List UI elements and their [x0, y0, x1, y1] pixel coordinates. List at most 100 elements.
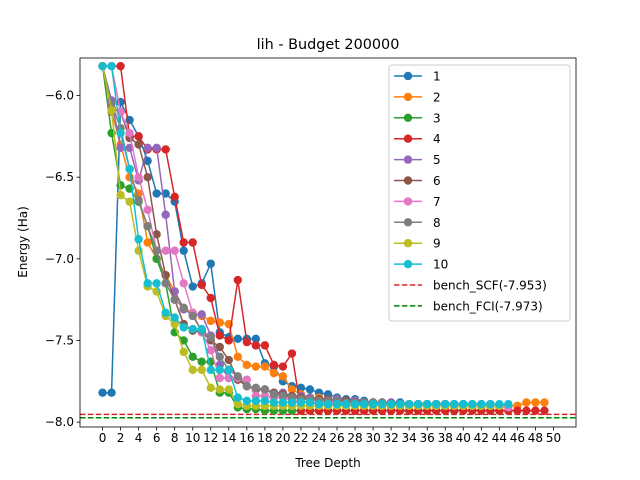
data-point — [170, 192, 179, 201]
legend-label: 10 — [433, 258, 448, 272]
x-tick-label: 16 — [239, 431, 254, 445]
data-point — [134, 235, 143, 244]
data-point — [278, 372, 288, 381]
x-tick-label: 8 — [171, 431, 179, 445]
data-point — [495, 399, 504, 409]
data-point — [188, 311, 197, 321]
x-tick-label: 2 — [117, 431, 125, 445]
data-point — [251, 383, 261, 393]
data-point — [540, 398, 549, 407]
data-point — [152, 246, 161, 255]
data-point — [161, 246, 170, 255]
data-point — [224, 365, 233, 375]
data-point — [233, 275, 243, 285]
legend-item: 3 — [394, 111, 441, 125]
data-point — [143, 238, 152, 247]
data-point — [188, 282, 197, 291]
data-point — [477, 399, 486, 409]
series-line — [102, 65, 509, 405]
data-point — [125, 164, 134, 174]
legend-item: 2 — [394, 90, 441, 104]
series-group — [98, 61, 549, 415]
data-point — [116, 61, 125, 71]
legend: 1 2 3 4 5 6 7 8 9 10 bench_SCF(-7.953) bench_FCI(-7… — [388, 64, 571, 322]
data-point — [143, 221, 152, 231]
data-point — [206, 293, 215, 303]
x-tick-label: 20 — [275, 431, 290, 445]
data-point — [305, 398, 315, 407]
data-point — [197, 280, 206, 290]
data-point — [522, 406, 531, 415]
data-point — [386, 399, 396, 409]
data-point — [332, 399, 342, 409]
data-point — [143, 143, 152, 153]
data-point — [432, 399, 441, 409]
data-point — [179, 303, 188, 313]
legend-label: 3 — [433, 111, 441, 125]
data-point — [359, 399, 369, 409]
y-tick-label: −8.0 — [45, 415, 74, 429]
data-point — [278, 391, 288, 401]
data-point — [224, 336, 233, 345]
legend-label: bench_FCI(-7.973) — [433, 299, 543, 313]
data-point — [134, 132, 143, 141]
data-point — [170, 295, 179, 304]
data-point — [143, 156, 152, 166]
data-point — [116, 181, 125, 190]
x-tick-label: 46 — [510, 431, 525, 445]
legend-frame — [388, 64, 571, 322]
data-point — [188, 238, 197, 247]
data-point — [152, 189, 161, 198]
data-point — [224, 355, 233, 365]
x-tick-label: 48 — [528, 431, 543, 445]
data-point — [251, 396, 261, 406]
data-point — [233, 393, 243, 402]
data-point — [125, 128, 134, 138]
legend-items: 1 2 3 4 5 6 7 8 9 10 bench_SCF(-7.953) bench_FCI(-7… — [394, 70, 547, 313]
legend-label: 4 — [433, 132, 441, 146]
x-tick-label: 36 — [420, 431, 435, 445]
plot-frame — [79, 57, 577, 428]
data-point — [296, 398, 306, 407]
data-point — [152, 230, 161, 239]
data-point — [242, 375, 252, 384]
data-point — [287, 349, 297, 358]
data-point — [531, 406, 540, 415]
x-tick-label: 18 — [257, 431, 272, 445]
legend-label: 7 — [433, 195, 441, 209]
data-point — [269, 368, 279, 378]
x-tick-label: 6 — [153, 431, 161, 445]
chart-title: lih - Budget 200000 — [257, 37, 400, 53]
legend-marker-swatch — [403, 113, 413, 123]
legend-item: 8 — [394, 216, 441, 230]
data-point — [233, 352, 243, 361]
data-point — [215, 365, 224, 375]
data-point — [323, 399, 333, 409]
data-point — [197, 365, 206, 375]
legend-item: 7 — [394, 195, 441, 209]
y-axis-label: Energy (Ha) — [16, 206, 30, 278]
data-point — [179, 246, 188, 255]
data-point — [269, 390, 279, 399]
legend-marker-swatch — [403, 176, 413, 185]
data-point — [116, 190, 125, 200]
data-point — [134, 172, 143, 182]
x-axis: 0 2 4 6 8 10 12 14 16 18 20 22 24 26 28 30 32 34 36 38 40 42 4… — [99, 427, 561, 445]
data-point — [260, 396, 270, 406]
data-point — [260, 341, 270, 350]
legend-item: 6 — [394, 174, 441, 188]
x-tick-label: 28 — [347, 431, 362, 445]
data-point — [423, 399, 432, 409]
data-point — [161, 210, 170, 219]
data-point — [134, 140, 143, 149]
data-point — [197, 324, 206, 334]
data-point — [179, 279, 188, 288]
data-point — [215, 342, 224, 352]
legend-item: 4 — [394, 132, 441, 146]
legend-item: 5 — [394, 153, 441, 167]
data-point — [413, 399, 423, 409]
data-point — [287, 385, 297, 394]
data-point — [206, 383, 215, 393]
data-point — [296, 383, 306, 393]
data-point — [278, 362, 288, 371]
